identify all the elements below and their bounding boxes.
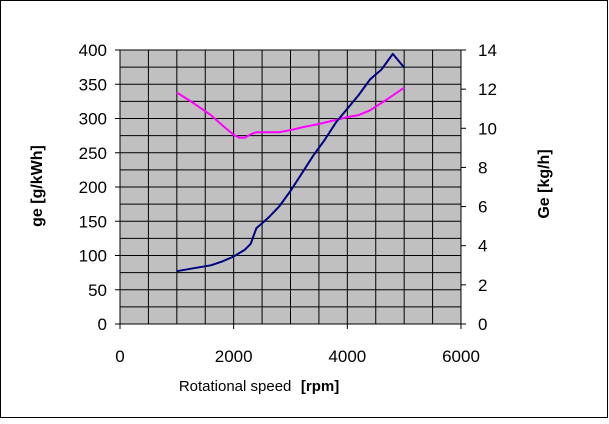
x-axis-title: Rotational speed [rpm] xyxy=(179,378,339,395)
y-right-tick-label: 0 xyxy=(478,315,487,334)
y-right-tick-label: 2 xyxy=(478,276,487,295)
y-left-tick-label: 200 xyxy=(79,178,107,197)
y-axis-left-title: ge [g/kWh] xyxy=(29,145,46,227)
y-left-tick-label: 250 xyxy=(79,144,107,163)
x-tick-label: 0 xyxy=(115,347,124,366)
x-axis-title-text: Rotational speed xyxy=(179,378,292,395)
grid-lines xyxy=(120,50,461,324)
x-axis-title-unit: [rpm] xyxy=(301,378,339,395)
x-tick-label: 2000 xyxy=(215,347,253,366)
x-tick-label: 4000 xyxy=(328,347,366,366)
y-left-tick-label: 400 xyxy=(79,41,107,60)
series-line-ge xyxy=(176,86,405,139)
y-left-tick-label: 350 xyxy=(79,75,107,94)
y-right-tick-label: 10 xyxy=(478,119,497,138)
series-lines xyxy=(176,52,405,273)
y-right-tick-label: 6 xyxy=(478,198,487,217)
y-left-tick-label: 50 xyxy=(88,281,107,300)
axes xyxy=(115,49,466,329)
y-left-tick-label: 0 xyxy=(98,315,107,334)
y-left-tick-label: 100 xyxy=(79,247,107,266)
y-right-tick-label: 8 xyxy=(478,158,487,177)
y-right-tick-label: 12 xyxy=(478,80,497,99)
y-right-tick-label: 4 xyxy=(478,237,487,256)
y-left-tick-label: 150 xyxy=(79,212,107,231)
y-axis-right-title: Ge [kg/h] xyxy=(536,149,553,218)
y-right-tick-label: 14 xyxy=(478,41,497,60)
y-left-tick-label: 300 xyxy=(79,110,107,129)
series-line-Ge xyxy=(176,52,405,273)
x-tick-label: 6000 xyxy=(442,347,480,366)
